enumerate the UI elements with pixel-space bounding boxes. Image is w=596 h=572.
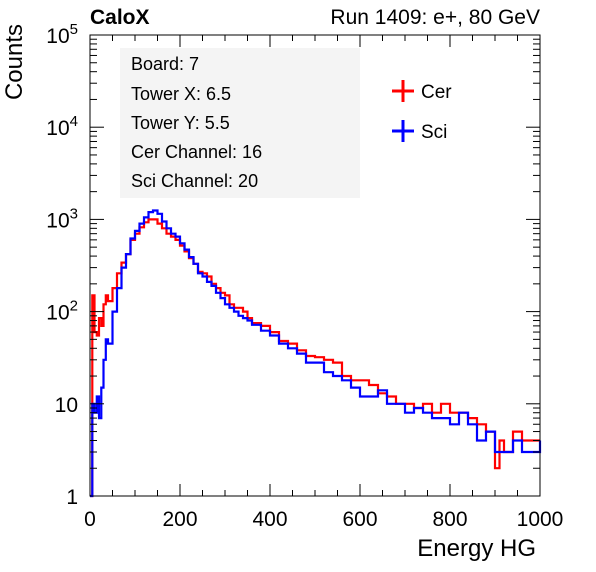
y-tick-label: 103 (46, 205, 78, 232)
x-tick-label: 400 (252, 508, 287, 531)
y-tick-label: 1 (66, 486, 78, 509)
y-tick-label: 10 (55, 394, 78, 417)
x-axis-label: Energy HG (417, 535, 536, 562)
x-tick-label: 0 (84, 508, 96, 531)
legend-entry-sci: Sci (392, 120, 447, 143)
y-tick-label: 102 (46, 298, 78, 325)
y-axis-label: Counts (1, 23, 28, 101)
legend-label: Cer (421, 82, 452, 103)
x-tick-label: 200 (162, 508, 197, 531)
x-tick-label: 800 (432, 508, 467, 531)
info-tower-x: Tower X: 6.5 (131, 84, 232, 104)
y-tick-label: 105 (46, 21, 78, 48)
y-tick-label: 104 (46, 113, 78, 140)
x-tick-label: 1000 (517, 508, 564, 531)
info-board: Board: 7 (131, 54, 200, 74)
run-label: Run 1409: e+, 80 GeV (330, 6, 540, 29)
legend-label: Sci (421, 122, 447, 143)
brand-label: CaloX (90, 6, 150, 29)
legend-entry-cer: Cer (392, 80, 452, 103)
info-tower-y: Tower Y: 5.5 (131, 113, 230, 133)
series-sci-line (90, 209, 542, 498)
info-cer-channel: Cer Channel: 16 (131, 142, 263, 162)
x-tick-label: 600 (342, 508, 377, 531)
series-cer-line (90, 218, 540, 498)
info-sci-channel: Sci Channel: 20 (131, 171, 259, 191)
info-box (120, 48, 360, 198)
